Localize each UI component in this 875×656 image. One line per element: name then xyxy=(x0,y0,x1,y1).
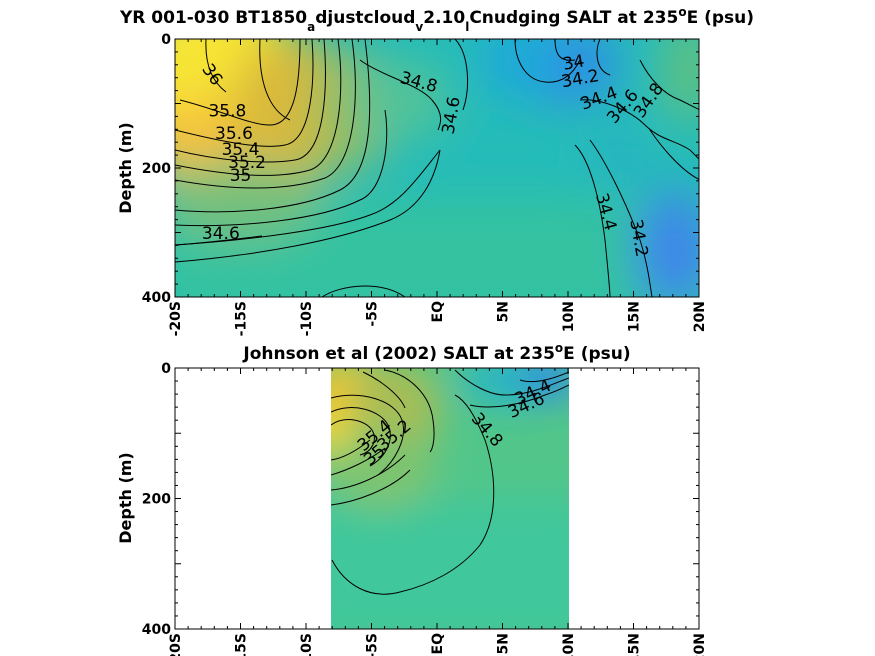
x-tick-label: 15N xyxy=(627,633,643,656)
x-tick-label: -15S xyxy=(234,301,250,336)
model-axis-ticks: -20S -15S -10S -5S EQ 5N 10N 15N 20N 0 200 400 xyxy=(142,32,708,336)
y-tick-label: 0 xyxy=(161,361,171,377)
x-tick-label: EQ xyxy=(430,633,446,655)
observed-contour-lines xyxy=(331,369,569,595)
y-tick-label: 0 xyxy=(161,32,171,48)
model-salinity-field: 3635.835.635.435.23534.834.634.63434.234… xyxy=(175,39,699,297)
x-tick-label: 15N xyxy=(627,301,643,332)
x-tick-label: 5N xyxy=(496,301,512,322)
observed-salinity-panel: Johnson et al (2002) SALT at 235oE (psu) xyxy=(116,341,708,656)
contour-label: 35 xyxy=(230,166,252,186)
x-tick-label: 10N xyxy=(561,633,577,656)
y-tick-label: 200 xyxy=(142,492,171,508)
x-tick-label: -20S xyxy=(168,301,184,336)
x-tick-label: -5S xyxy=(365,301,381,327)
x-tick-label: -10S xyxy=(299,633,315,656)
x-tick-label: -10S xyxy=(299,301,315,336)
model-y-axis-label: Depth (m) xyxy=(116,122,135,214)
model-chart-title: YR 001-030 BT1850adjustcloudv2.10lCnudgi… xyxy=(119,5,754,34)
contour-label: 35.2 xyxy=(228,153,266,173)
x-tick-label: 20N xyxy=(692,301,708,332)
contour-label: 35.4 xyxy=(222,140,260,160)
x-tick-label: -15S xyxy=(234,633,250,656)
x-tick-label: -20S xyxy=(168,633,184,656)
observed-y-axis-label: Depth (m) xyxy=(116,452,135,544)
contour-label: 35.6 xyxy=(215,124,253,144)
y-tick-label: 200 xyxy=(142,161,171,177)
contour-label: 35.8 xyxy=(208,101,246,121)
observed-chart-title: Johnson et al (2002) SALT at 235oE (psu) xyxy=(242,341,630,364)
x-tick-label: -5S xyxy=(365,633,381,656)
observed-axis-ticks: -20S -15S -10S -5S EQ 5N 10N 15N 20N 0 200 400 xyxy=(142,361,708,656)
y-tick-label: 400 xyxy=(142,290,171,306)
model-salinity-panel: YR 001-030 BT1850adjustcloudv2.10lCnudgi… xyxy=(116,5,754,336)
contour-label: 34 xyxy=(561,51,586,74)
x-tick-label: 20N xyxy=(692,633,708,656)
x-tick-label: EQ xyxy=(430,301,446,323)
x-tick-label: 10N xyxy=(561,301,577,332)
model-contour-lines xyxy=(175,39,699,297)
contour-label: 34.6 xyxy=(202,224,240,244)
y-tick-label: 400 xyxy=(142,622,171,638)
x-tick-label: 5N xyxy=(496,633,512,654)
